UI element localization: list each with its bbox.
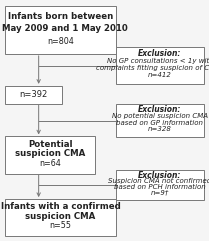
Text: Exclusion:: Exclusion: <box>138 49 182 58</box>
Text: Infants with a confirmed: Infants with a confirmed <box>1 202 120 211</box>
Text: Potential: Potential <box>28 140 72 149</box>
Text: suspicion CMA: suspicion CMA <box>15 149 85 158</box>
FancyBboxPatch shape <box>5 199 116 236</box>
FancyBboxPatch shape <box>5 6 116 54</box>
FancyBboxPatch shape <box>5 86 62 104</box>
Text: n=804: n=804 <box>47 37 74 46</box>
Text: n=392: n=392 <box>19 90 48 99</box>
Text: No potential suspicion CMA: No potential suspicion CMA <box>112 113 208 119</box>
Text: n=9†: n=9† <box>151 190 169 196</box>
FancyBboxPatch shape <box>116 47 204 84</box>
Text: n=328: n=328 <box>148 126 172 132</box>
Text: n=412: n=412 <box>148 73 172 78</box>
Text: suspicion CMA: suspicion CMA <box>25 212 96 221</box>
Text: based on PCH information: based on PCH information <box>114 184 206 190</box>
Text: 1 May 2009 and 1 May 2010: 1 May 2009 and 1 May 2010 <box>0 24 128 33</box>
FancyBboxPatch shape <box>5 136 95 174</box>
Text: Exclusion:: Exclusion: <box>138 171 182 180</box>
Text: Exclusion:: Exclusion: <box>138 105 182 114</box>
Text: n=64: n=64 <box>39 159 61 168</box>
Text: complaints fitting suspicion of CMA*: complaints fitting suspicion of CMA* <box>96 65 209 71</box>
FancyBboxPatch shape <box>116 170 204 200</box>
FancyBboxPatch shape <box>116 104 204 137</box>
Text: Suspicion CMA not confirmed: Suspicion CMA not confirmed <box>108 178 209 184</box>
Text: n=55: n=55 <box>50 221 72 230</box>
Text: No GP consultations < 1y with: No GP consultations < 1y with <box>107 58 209 64</box>
Text: Infants born between: Infants born between <box>8 12 113 21</box>
Text: based on GP information: based on GP information <box>116 120 203 126</box>
